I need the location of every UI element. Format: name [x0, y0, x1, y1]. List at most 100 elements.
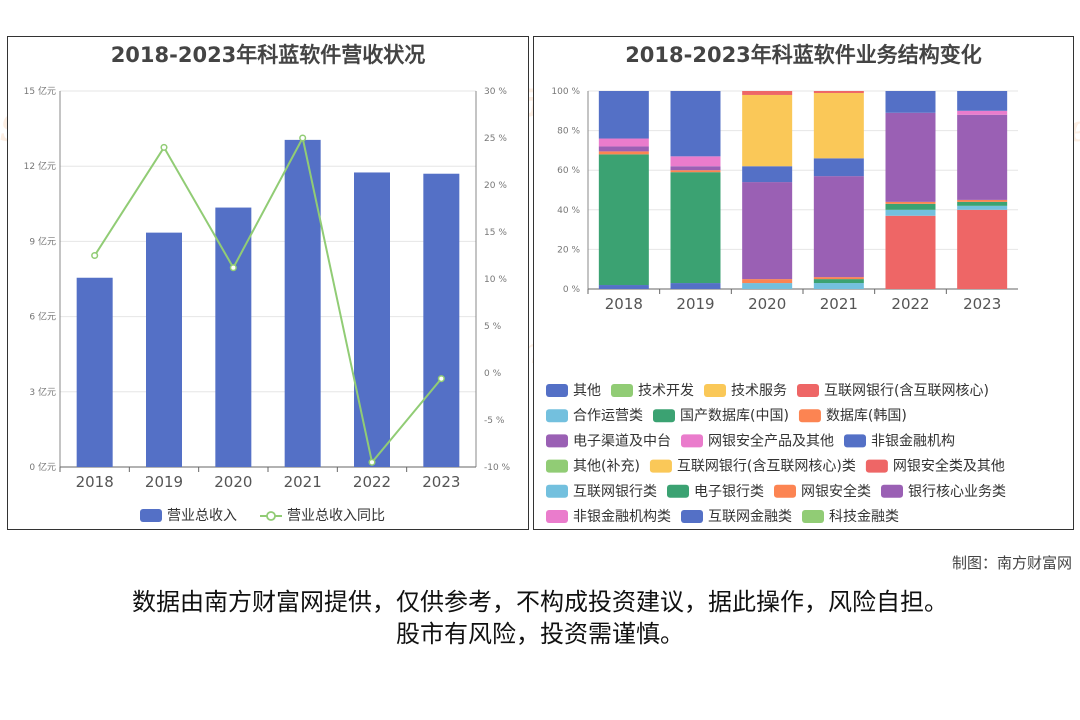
legend-swatch	[774, 484, 796, 498]
stacked-bar-segment	[670, 172, 721, 284]
stacked-bar-segment	[742, 182, 793, 280]
legend-swatch	[798, 409, 821, 423]
disclaimer-line-2: 股市有风险，投资需谨慎。	[396, 620, 684, 648]
yoy-point	[229, 264, 237, 272]
revenue-bar	[215, 207, 252, 467]
legend-swatch	[546, 409, 568, 423]
legend-label: 网银安全产品及其他	[708, 432, 834, 449]
stacked-bar-segment	[885, 112, 936, 202]
y-tick-label: 9 亿元	[29, 235, 56, 247]
stacked-bar-segment	[957, 209, 1008, 289]
legend-label: 国产数据库(中国)	[680, 408, 789, 424]
yoy-point	[368, 458, 376, 466]
legend-swatch	[649, 459, 672, 473]
legend-label: 其他	[573, 383, 601, 399]
stacked-bar-segment	[885, 91, 936, 113]
stacked-bar-segment	[598, 138, 649, 147]
legend-marker-yoy	[266, 511, 276, 521]
legend-label: 网银安全类及其他	[893, 458, 1005, 475]
yoy-point	[91, 251, 99, 260]
legend-swatch	[546, 510, 568, 523]
legend-label: 合作运营类	[573, 408, 643, 424]
stacked-bar-segment	[598, 91, 649, 139]
stacked-bar-segment	[742, 283, 793, 289]
yoy-line	[93, 135, 443, 465]
x-tick-label: 2022	[353, 473, 391, 491]
legend-swatch	[797, 384, 819, 397]
legend-label: 科技金融类	[829, 509, 899, 525]
x-tick-label: 2021	[284, 473, 322, 491]
legend-label: 数据库(韩国)	[826, 408, 907, 424]
revenue-bar	[146, 232, 182, 467]
y2-tick-label: 15 %	[484, 228, 507, 238]
legend-swatch-revenue	[140, 509, 162, 522]
revenue-bar	[354, 172, 390, 467]
legend-swatch	[653, 409, 675, 423]
x-tick-label: 2023	[963, 295, 1001, 313]
revenue-bar	[76, 277, 113, 467]
stacked-bar-segment	[598, 146, 649, 152]
y-tick-label: 80 %	[557, 127, 580, 137]
y2-tick-label: 0 %	[484, 369, 502, 379]
legend-label: 互联网银行类	[573, 484, 657, 500]
stacked-bar-segment	[957, 199, 1008, 202]
y2-tick-label: 10 %	[484, 275, 507, 285]
legend-swatch	[546, 484, 568, 498]
legend-label: 非银金融机构	[871, 433, 955, 449]
y-tick-label: 6 亿元	[29, 311, 56, 323]
legend-swatch	[681, 510, 703, 523]
stacked-bar-segment	[957, 110, 1008, 115]
stacked-bar-segment	[670, 166, 721, 171]
stacked-bar-segment	[670, 283, 721, 289]
yoy-point	[160, 143, 168, 151]
stacked-bar-segment	[813, 176, 864, 278]
y-tick-label: 0 %	[563, 285, 581, 295]
stacked-bar-segment	[670, 170, 721, 173]
stacked-bar-segment	[742, 91, 793, 95]
legend-swatch	[881, 484, 903, 498]
structure-chart-panel: 2018-2023年科蓝软件业务结构变化 0 % 20 % 40 % 60 % 80 %…	[533, 36, 1074, 530]
y2-tick-label: -10 %	[484, 463, 511, 473]
stacked-bar-segment	[957, 114, 1008, 200]
stacked-bar-segment	[885, 201, 936, 204]
stacked-bar-segment	[670, 91, 721, 157]
stacked-bar-segment	[885, 209, 936, 216]
x-tick-label: 2023	[422, 473, 460, 491]
stacked-bar-segment	[813, 92, 864, 159]
legend-swatch	[611, 384, 633, 397]
y2-tick-label: 20 %	[484, 181, 507, 191]
stacked-bar-segment	[598, 285, 649, 289]
stacked-bar-segment	[813, 158, 864, 177]
stacked-bar-segment	[813, 279, 864, 284]
legend-label: 电子银行类	[694, 484, 764, 500]
x-tick-label: 2019	[145, 473, 183, 491]
legend-swatch	[546, 434, 568, 448]
legend-swatch	[667, 484, 689, 498]
stacked-bar-segment	[742, 279, 793, 284]
legend-label: 其他(补充)	[573, 459, 640, 475]
x-tick-label: 2019	[676, 295, 714, 313]
x-tick-label: 2018	[76, 473, 114, 491]
y2-tick-label: -5 %	[484, 416, 505, 426]
y-tick-label: 12 亿元	[24, 160, 56, 172]
legend-label: 技术开发	[638, 383, 694, 399]
stacked-bar-segment	[885, 203, 936, 210]
stacked-bar-segment	[813, 277, 864, 280]
legend-label: 银行核心业务类	[908, 484, 1006, 500]
stacked-bar-segment	[957, 91, 1008, 111]
disclaimer-line-1: 数据由南方财富网提供，仅供参考，不构成投资建议，据此操作，风险自担。	[132, 588, 948, 616]
revenue-bar	[423, 173, 460, 467]
y2-tick-label: 5 %	[484, 322, 502, 332]
legend-label: 网银安全类	[801, 483, 871, 500]
legend-swatch	[546, 384, 568, 397]
chart-title: 2018-2023年科蓝软件业务结构变化	[625, 43, 982, 67]
stacked-bar-segment	[813, 283, 864, 289]
stacked-bar-segment	[957, 201, 1008, 206]
stacked-bar-segment	[742, 94, 793, 167]
chart-credit: 制图：南方财富网	[951, 554, 1072, 572]
y-tick-label: 100 %	[551, 87, 580, 97]
stacked-bar-segment	[885, 215, 936, 289]
legend-swatch	[704, 384, 726, 397]
legend-label: 非银金融机构类	[573, 509, 671, 525]
stacked-bar-segment	[742, 166, 793, 183]
